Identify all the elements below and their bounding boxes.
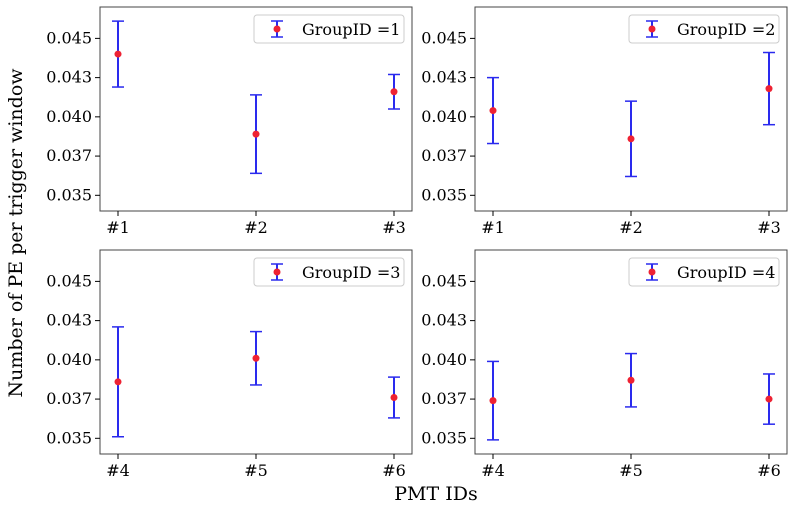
y-tick-label: 0.037 xyxy=(421,146,467,165)
y-tick-label: 0.045 xyxy=(421,28,467,47)
panel-1: 0.035 0.037 0.040 0.043 0.045 #1 #2 #3 GroupID =… xyxy=(46,6,413,237)
legend: GroupID =1 xyxy=(253,14,405,44)
data-point xyxy=(627,135,635,143)
panels-grid: 0.035 0.037 0.040 0.043 0.045 #1 #2 #3 GroupID =… xyxy=(46,6,788,480)
y-tick-label: 0.040 xyxy=(421,107,467,126)
legend: GroupID =3 xyxy=(253,257,405,287)
y-tick-label: 0.035 xyxy=(46,428,92,447)
data-point xyxy=(390,394,398,402)
y-tick-label: 0.043 xyxy=(46,311,92,330)
y-tick-label: 0.040 xyxy=(46,350,92,369)
panel-4: 0.035 0.037 0.040 0.043 0.045 #4 #5 #6 GroupID =… xyxy=(421,249,788,480)
y-tick-label: 0.035 xyxy=(421,428,467,447)
legend-label: GroupID =4 xyxy=(677,263,775,282)
legend-marker-swatch xyxy=(648,268,656,276)
data-point xyxy=(765,395,773,403)
legend: GroupID =2 xyxy=(628,14,780,44)
x-tick-label: #4 xyxy=(106,461,130,480)
y-tick-label: 0.043 xyxy=(421,311,467,330)
data-point xyxy=(390,88,398,96)
legend-box xyxy=(628,14,780,44)
x-tick-label: #2 xyxy=(244,218,268,237)
y-tick-label: 0.037 xyxy=(46,389,92,408)
data-point xyxy=(114,50,122,58)
y-tick-label: 0.045 xyxy=(46,28,92,47)
x-tick-label: #5 xyxy=(619,461,643,480)
y-tick-label: 0.035 xyxy=(46,185,92,204)
legend-label: GroupID =1 xyxy=(302,20,400,39)
x-tick-label: #3 xyxy=(757,218,781,237)
x-tick-label: #2 xyxy=(619,218,643,237)
y-tick-label: 0.040 xyxy=(46,107,92,126)
legend-box xyxy=(628,257,780,287)
legend-label: GroupID =3 xyxy=(302,263,400,282)
data-point xyxy=(252,354,260,362)
y-tick-label: 0.045 xyxy=(421,271,467,290)
y-tick-label: 0.043 xyxy=(46,68,92,87)
y-tick-label: 0.043 xyxy=(421,68,467,87)
x-tick-label: #6 xyxy=(757,461,781,480)
x-tick-label: #5 xyxy=(244,461,268,480)
x-tick-label: #4 xyxy=(481,461,505,480)
x-tick-label: #1 xyxy=(481,218,505,237)
data-point xyxy=(627,376,635,384)
legend-marker-swatch xyxy=(273,268,281,276)
y-tick-label: 0.037 xyxy=(46,146,92,165)
y-tick-label: 0.037 xyxy=(421,389,467,408)
legend-label: GroupID =2 xyxy=(677,20,775,39)
legend-marker-swatch xyxy=(648,25,656,33)
x-tick-label: #6 xyxy=(382,461,406,480)
y-axis-label: Number of PE per trigger window xyxy=(5,68,27,398)
data-point xyxy=(114,378,122,386)
y-tick-label: 0.040 xyxy=(421,350,467,369)
legend-marker-swatch xyxy=(273,25,281,33)
data-point xyxy=(489,107,497,115)
y-tick-label: 0.035 xyxy=(421,185,467,204)
x-tick-label: #1 xyxy=(106,218,130,237)
y-tick-label: 0.045 xyxy=(46,271,92,290)
legend-box xyxy=(253,14,405,44)
panel-2: 0.035 0.037 0.040 0.043 0.045 #1 #2 #3 GroupID =… xyxy=(421,6,788,237)
x-tick-label: #3 xyxy=(382,218,406,237)
legend: GroupID =4 xyxy=(628,257,780,287)
legend-box xyxy=(253,257,405,287)
data-point xyxy=(252,130,260,138)
x-axis-label: PMT IDs xyxy=(394,483,477,505)
data-point xyxy=(489,397,497,405)
panel-3: 0.035 0.037 0.040 0.043 0.045 #4 #5 #6 GroupID =… xyxy=(46,249,413,480)
data-point xyxy=(765,85,773,93)
